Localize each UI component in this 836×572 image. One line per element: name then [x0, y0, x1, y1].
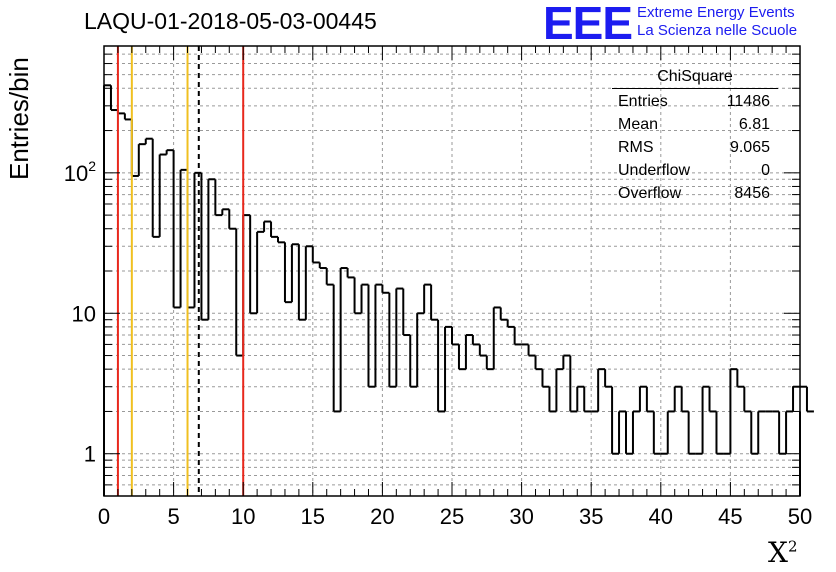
- x-tick-label: 10: [231, 504, 255, 529]
- x-axis-label-sup: 2: [787, 537, 798, 556]
- stats-divider: [612, 88, 778, 89]
- x-tick-label: 35: [579, 504, 603, 529]
- stats-value: 0: [761, 162, 770, 179]
- logo-line-2: La Scienza nelle Scuole: [637, 22, 798, 39]
- x-axis-label-base: X: [768, 536, 788, 569]
- chart-title: LAQU-01-2018-05-03-00445: [84, 8, 377, 34]
- x-axis-label: X2: [768, 536, 797, 569]
- y-tick-label: 1: [84, 442, 96, 467]
- x-tick-label: 0: [98, 504, 110, 529]
- x-tick-label: 30: [509, 504, 533, 529]
- x-tick-label: 20: [370, 504, 394, 529]
- stats-value: 6.81: [738, 116, 770, 133]
- y-axis-label: Entries/bin: [4, 57, 34, 180]
- logo-line-1: Extreme Energy Events: [637, 4, 795, 21]
- y-tick-label-sup: 2: [88, 158, 96, 174]
- stats-title: ChiSquare: [657, 68, 733, 85]
- x-tick-label: 50: [788, 504, 812, 529]
- stats-label: Underflow: [618, 162, 691, 179]
- x-tick-label: 45: [718, 504, 742, 529]
- x-tick-label: 5: [167, 504, 179, 529]
- stats-label: Entries: [618, 93, 668, 110]
- x-tick-label: 15: [301, 504, 325, 529]
- x-tick-label: 40: [649, 504, 673, 529]
- stats-value: 9.065: [729, 139, 770, 156]
- y-tick-label: 10: [72, 301, 96, 326]
- y-tick-label: 102: [64, 158, 96, 186]
- y-tick-label-base: 1: [84, 442, 96, 467]
- y-tick-label-base: 10: [64, 161, 88, 186]
- y-tick-label-base: 10: [72, 301, 96, 326]
- stats-label: RMS: [618, 139, 654, 156]
- eee-logo-mark: EEE: [543, 0, 633, 49]
- stats-value: 11486: [726, 93, 770, 110]
- stats-label: Overflow: [618, 185, 682, 202]
- stats-label: Mean: [618, 116, 659, 133]
- reference-lines: [116, 46, 245, 496]
- stats-box: ChiSquare Entries 11486 Mean 6.81 RMS 9.…: [612, 66, 778, 206]
- x-tick-label: 25: [440, 504, 464, 529]
- stats-value: 8456: [734, 185, 770, 202]
